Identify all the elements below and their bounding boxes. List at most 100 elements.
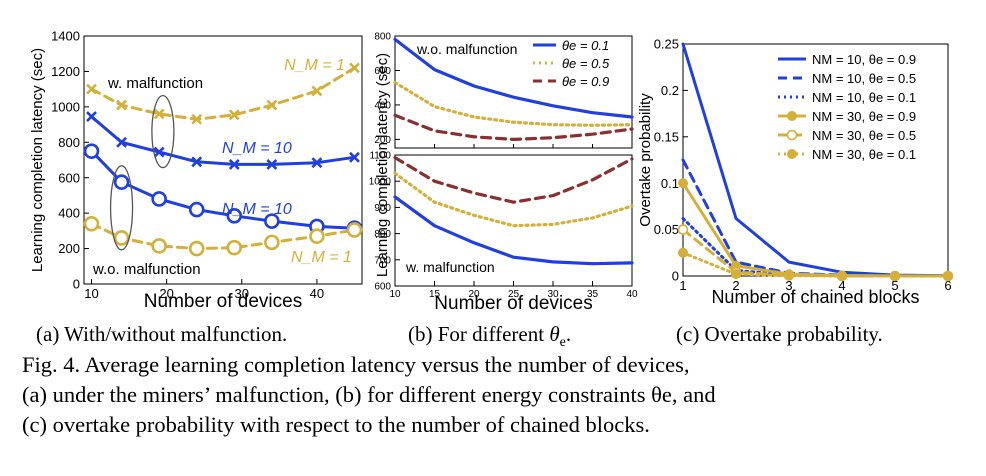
chart-b-series-line: [393, 37, 634, 119]
chart-b-legend-label: θe = 0.9: [562, 74, 609, 89]
chart-b-y-bottom-tick-label: 600: [374, 282, 391, 293]
chart-c-legend-label: NM = 10, θe = 0.1: [812, 90, 916, 105]
chart-c-series-line: [681, 251, 950, 278]
chart-a-point: [151, 191, 167, 207]
chart-a-point: [311, 85, 323, 97]
chart-c-point: [678, 247, 688, 258]
chart-a-point: [228, 109, 240, 121]
chart-a-y-tick-label: 800: [58, 135, 80, 150]
chart-c-point: [890, 271, 900, 281]
subcaption-b-suffix: .: [565, 322, 572, 346]
chart-c-x-tick-label: 4: [838, 278, 845, 293]
chart-a-point: [309, 228, 325, 244]
chart-a-point: [191, 156, 203, 168]
chart-a-series-line: [90, 115, 356, 166]
chart-b-series-line: [393, 195, 634, 266]
chart-a-point: [188, 240, 205, 257]
caption-line-3: (c) overtake probability with respect to…: [22, 412, 650, 437]
chart-c-y-tick-label: 0: [672, 269, 679, 284]
chart-b-panel-label: w. malfunction: [405, 259, 495, 275]
chart-b-legend-label: θe = 0.1: [562, 38, 609, 53]
chart-b-ylabel: Learning completion latency (sec): [374, 53, 391, 277]
chart-a-annot-nm1_bottom: N_M = 1: [291, 249, 352, 266]
chart-a-group-ellipse: [109, 165, 134, 251]
chart-a-point: [86, 83, 97, 95]
chart-b-x-tick-label: 10: [389, 289, 401, 300]
subcaption-b-prefix: (b) For different: [408, 322, 550, 346]
chart-b-xlabel: Number of devices: [434, 293, 592, 314]
chart-c-legend-label: NM = 30, θe = 0.5: [812, 128, 916, 143]
chart-a-xlabel: Number of devices: [144, 291, 302, 312]
figure-caption: Fig. 4. Average learning completion late…: [22, 350, 972, 440]
chart-a-point: [266, 159, 278, 170]
chart-b-x-tick-label: 30: [547, 289, 559, 300]
chart-c-point: [678, 178, 688, 189]
chart-a-point: [311, 157, 323, 169]
chart-b-y-bottom-tick-label: 1000: [369, 177, 392, 188]
chart-c-x-tick-label: 1: [679, 278, 686, 293]
chart-a-point: [153, 108, 165, 120]
chart-a-point: [346, 222, 363, 238]
chart-c-point: [837, 271, 847, 281]
chart-c-point: [731, 269, 741, 280]
chart-a-point: [349, 151, 360, 163]
chart-a-y-tick-label: 1200: [51, 64, 80, 79]
chart-a-point: [83, 143, 100, 159]
chart-a-y-tick-label: 600: [58, 170, 80, 185]
chart-a-point: [116, 99, 127, 111]
chart-b-y-bottom-tick-label: 800: [374, 229, 391, 240]
chart-a-y-tick-label: 1400: [51, 29, 80, 44]
chart-a-point: [188, 201, 205, 218]
chart-b-series-line: [393, 156, 634, 204]
chart-b-x-tick-label: 15: [429, 289, 441, 300]
chart-a-x-tick-label: 30: [235, 286, 249, 301]
chart-c-xlabel: Number of chained blocks: [711, 287, 919, 307]
chart-a-ylabel: Learning completion latency (sec): [29, 48, 46, 272]
chart-a-x-tick-label: 10: [84, 286, 98, 301]
chart-b-series-line: [393, 171, 634, 228]
chart-c-legend-marker: [787, 149, 797, 159]
chart-a-point: [266, 99, 278, 111]
chart-a-series-line: [90, 66, 356, 121]
chart-b-legend-label: θe = 0.5: [562, 56, 610, 71]
subcaption-b-symbol: θ: [549, 322, 560, 346]
chart-c-y-tick-label: 0.05: [654, 222, 679, 237]
chart-b: 200 400 600 800 w.o. malfunction 600 700 800 900…: [369, 32, 638, 315]
chart-b-x-tick-label: 35: [587, 289, 599, 300]
chart-c-legend-label: NM = 10, θe = 0.5: [812, 71, 916, 86]
chart-c-legend-label: NM = 30, θe = 0.1: [812, 147, 916, 162]
chart-a-x-tick-label: 20: [159, 286, 173, 301]
chart-a-x-tick-label: 40: [310, 286, 324, 301]
chart-c-legend-label: NM = 10, θe = 0.9: [812, 52, 916, 67]
chart-b-x-tick-label: 40: [626, 289, 638, 300]
chart-c-y-tick-label: 0.25: [654, 37, 679, 52]
chart-a-point: [113, 230, 130, 246]
chart-c-y-tick-label: 0.1: [661, 176, 679, 191]
chart-c-y-tick-label: 0.15: [654, 129, 679, 144]
chart-a-point: [116, 136, 127, 148]
chart-a-point: [153, 146, 165, 158]
chart-a-point: [226, 239, 243, 256]
chart-b-y-bottom-tick-label: 900: [374, 203, 391, 214]
chart-b-series-line: [393, 80, 634, 127]
chart-b-x-tick-label: 20: [468, 289, 480, 300]
chart-c: 1 2 3 4 5 6 0 0.05 0.1 0.15 0.2 0.25 Number of chain…: [637, 37, 954, 307]
chart-a-annot-nm10_top: N_M = 10: [222, 140, 292, 157]
chart-a-y-tick-label: 1000: [51, 99, 80, 114]
chart-a-point: [113, 174, 130, 190]
chart-b-y-bottom-tick-label: 1100: [369, 151, 391, 162]
chart-a-point: [264, 213, 280, 229]
subcaption-b: (b) For different θe.: [408, 322, 571, 351]
chart-b-y-top-tick-label: 200: [374, 135, 391, 146]
chart-b-x-tick-label: 25: [508, 289, 520, 300]
chart-c-legend-marker: [787, 111, 797, 121]
chart-a-y-tick-label: 200: [58, 241, 80, 256]
chart-c-ylabel: Overtake probability: [637, 93, 654, 227]
chart-b-panel-label: w.o. malfunction: [416, 41, 517, 57]
chart-c-point: [943, 271, 953, 281]
chart-a-y-tick-label: 0: [73, 277, 80, 292]
chart-b-y-top-tick-label: 800: [374, 32, 391, 43]
chart-a: 10 20 30 400200400600800100012001400Number …: [29, 29, 363, 312]
subcaption-b-sub: e: [559, 335, 566, 351]
